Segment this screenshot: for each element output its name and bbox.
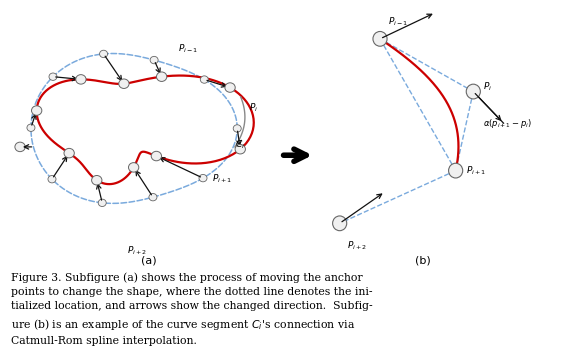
- Circle shape: [100, 50, 108, 58]
- Circle shape: [449, 163, 463, 178]
- Text: Figure 3. Subfigure (a) shows the process of moving the anchor
points to change : Figure 3. Subfigure (a) shows the proces…: [11, 273, 373, 345]
- Text: $P_{i-1}$: $P_{i-1}$: [387, 16, 408, 28]
- Circle shape: [151, 151, 162, 161]
- Circle shape: [76, 75, 86, 84]
- Circle shape: [32, 106, 42, 115]
- Circle shape: [128, 163, 139, 172]
- Text: (b): (b): [415, 256, 431, 265]
- Text: $P_{i+1}$: $P_{i+1}$: [212, 172, 233, 185]
- Circle shape: [98, 199, 106, 206]
- Text: $P_{i+2}$: $P_{i+2}$: [127, 244, 148, 257]
- Circle shape: [466, 84, 480, 99]
- Circle shape: [332, 216, 347, 231]
- Circle shape: [235, 144, 245, 154]
- Circle shape: [27, 124, 35, 131]
- Circle shape: [92, 175, 102, 185]
- Text: $P_{i-1}$: $P_{i-1}$: [178, 42, 198, 55]
- Circle shape: [225, 83, 236, 92]
- Circle shape: [119, 79, 129, 88]
- Text: $P_{i+2}$: $P_{i+2}$: [347, 239, 367, 252]
- Circle shape: [201, 76, 209, 83]
- Circle shape: [49, 73, 57, 81]
- Text: $P_i$: $P_i$: [249, 101, 258, 114]
- Circle shape: [150, 56, 158, 64]
- Circle shape: [156, 72, 167, 82]
- Text: $C_i$: $C_i$: [235, 138, 245, 151]
- Circle shape: [199, 174, 207, 182]
- Circle shape: [64, 148, 74, 158]
- Circle shape: [48, 175, 56, 183]
- Circle shape: [15, 142, 25, 152]
- Circle shape: [373, 31, 387, 46]
- Text: (a): (a): [141, 256, 157, 265]
- Circle shape: [149, 193, 157, 201]
- Text: $P_i$: $P_i$: [484, 80, 493, 92]
- Circle shape: [233, 125, 241, 132]
- Text: $P_{i+1}$: $P_{i+1}$: [466, 164, 486, 177]
- Text: $\alpha(p_{i+1}-p_i)$: $\alpha(p_{i+1}-p_i)$: [484, 117, 532, 130]
